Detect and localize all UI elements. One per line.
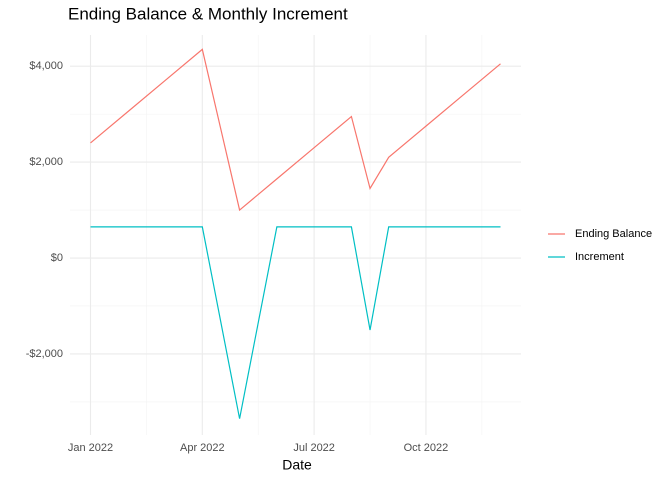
line: [90, 226, 501, 419]
x-tick-label: Jul 2022: [293, 442, 335, 454]
y-tick-label: $4,000: [29, 60, 63, 72]
line: [90, 48, 501, 212]
y-tick-label: $0: [51, 252, 63, 264]
chart-title: Ending Balance & Monthly Increment: [68, 4, 348, 23]
x-tick-label: Oct 2022: [404, 442, 449, 454]
x-tick-label: Jan 2022: [68, 442, 113, 454]
legend-label: Ending Balance: [575, 228, 652, 240]
y-tick-label: -$2,000: [26, 348, 63, 360]
y-tick-label: $2,000: [29, 156, 63, 168]
legend-label: Increment: [575, 251, 624, 263]
x-tick-label: Apr 2022: [180, 442, 225, 454]
x-axis-label: Date: [282, 457, 312, 473]
